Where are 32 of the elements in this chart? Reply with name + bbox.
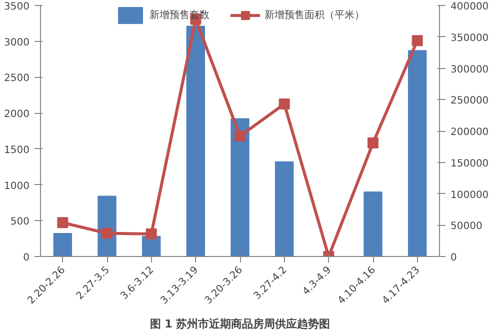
point [234,130,246,142]
y-tick-label: 1500 [4,144,30,156]
y-tick-label: 1000 [4,180,30,192]
point [368,137,378,148]
y-tick-label: 3000 [4,37,30,48]
y-tick-label: 500 [10,216,30,228]
y2-tick-label: 400000 [450,2,489,12]
point [412,35,423,46]
bar [186,26,206,256]
y-tick-label: 2000 [4,109,30,120]
y-tick-label: 3500 [4,2,30,12]
bar [230,118,250,256]
bar [274,161,294,256]
bar [408,50,427,256]
bar [364,191,382,256]
legend-label: 新增预售面积（平米） [264,8,364,22]
y2-tick-label: 250000 [450,96,489,107]
point [102,228,112,239]
y2-tick-label: 100000 [450,190,489,201]
bar [53,233,72,256]
point [57,217,68,228]
y-tick-label: 2500 [4,73,30,84]
y2-tick-label: 350000 [450,32,489,44]
y-tick-label: 0 [23,252,30,264]
y2-tick-label: 200000 [450,127,489,138]
y2-tick-label: 300000 [450,64,489,76]
point [278,98,290,110]
y2-tick-label: 50000 [450,221,482,232]
y2-tick-label: 150000 [450,158,489,170]
text: 图 1 苏州市近期商品房周供应趋势图 [150,318,330,330]
point [146,228,157,240]
y2-tick-label: 0 [450,252,457,264]
